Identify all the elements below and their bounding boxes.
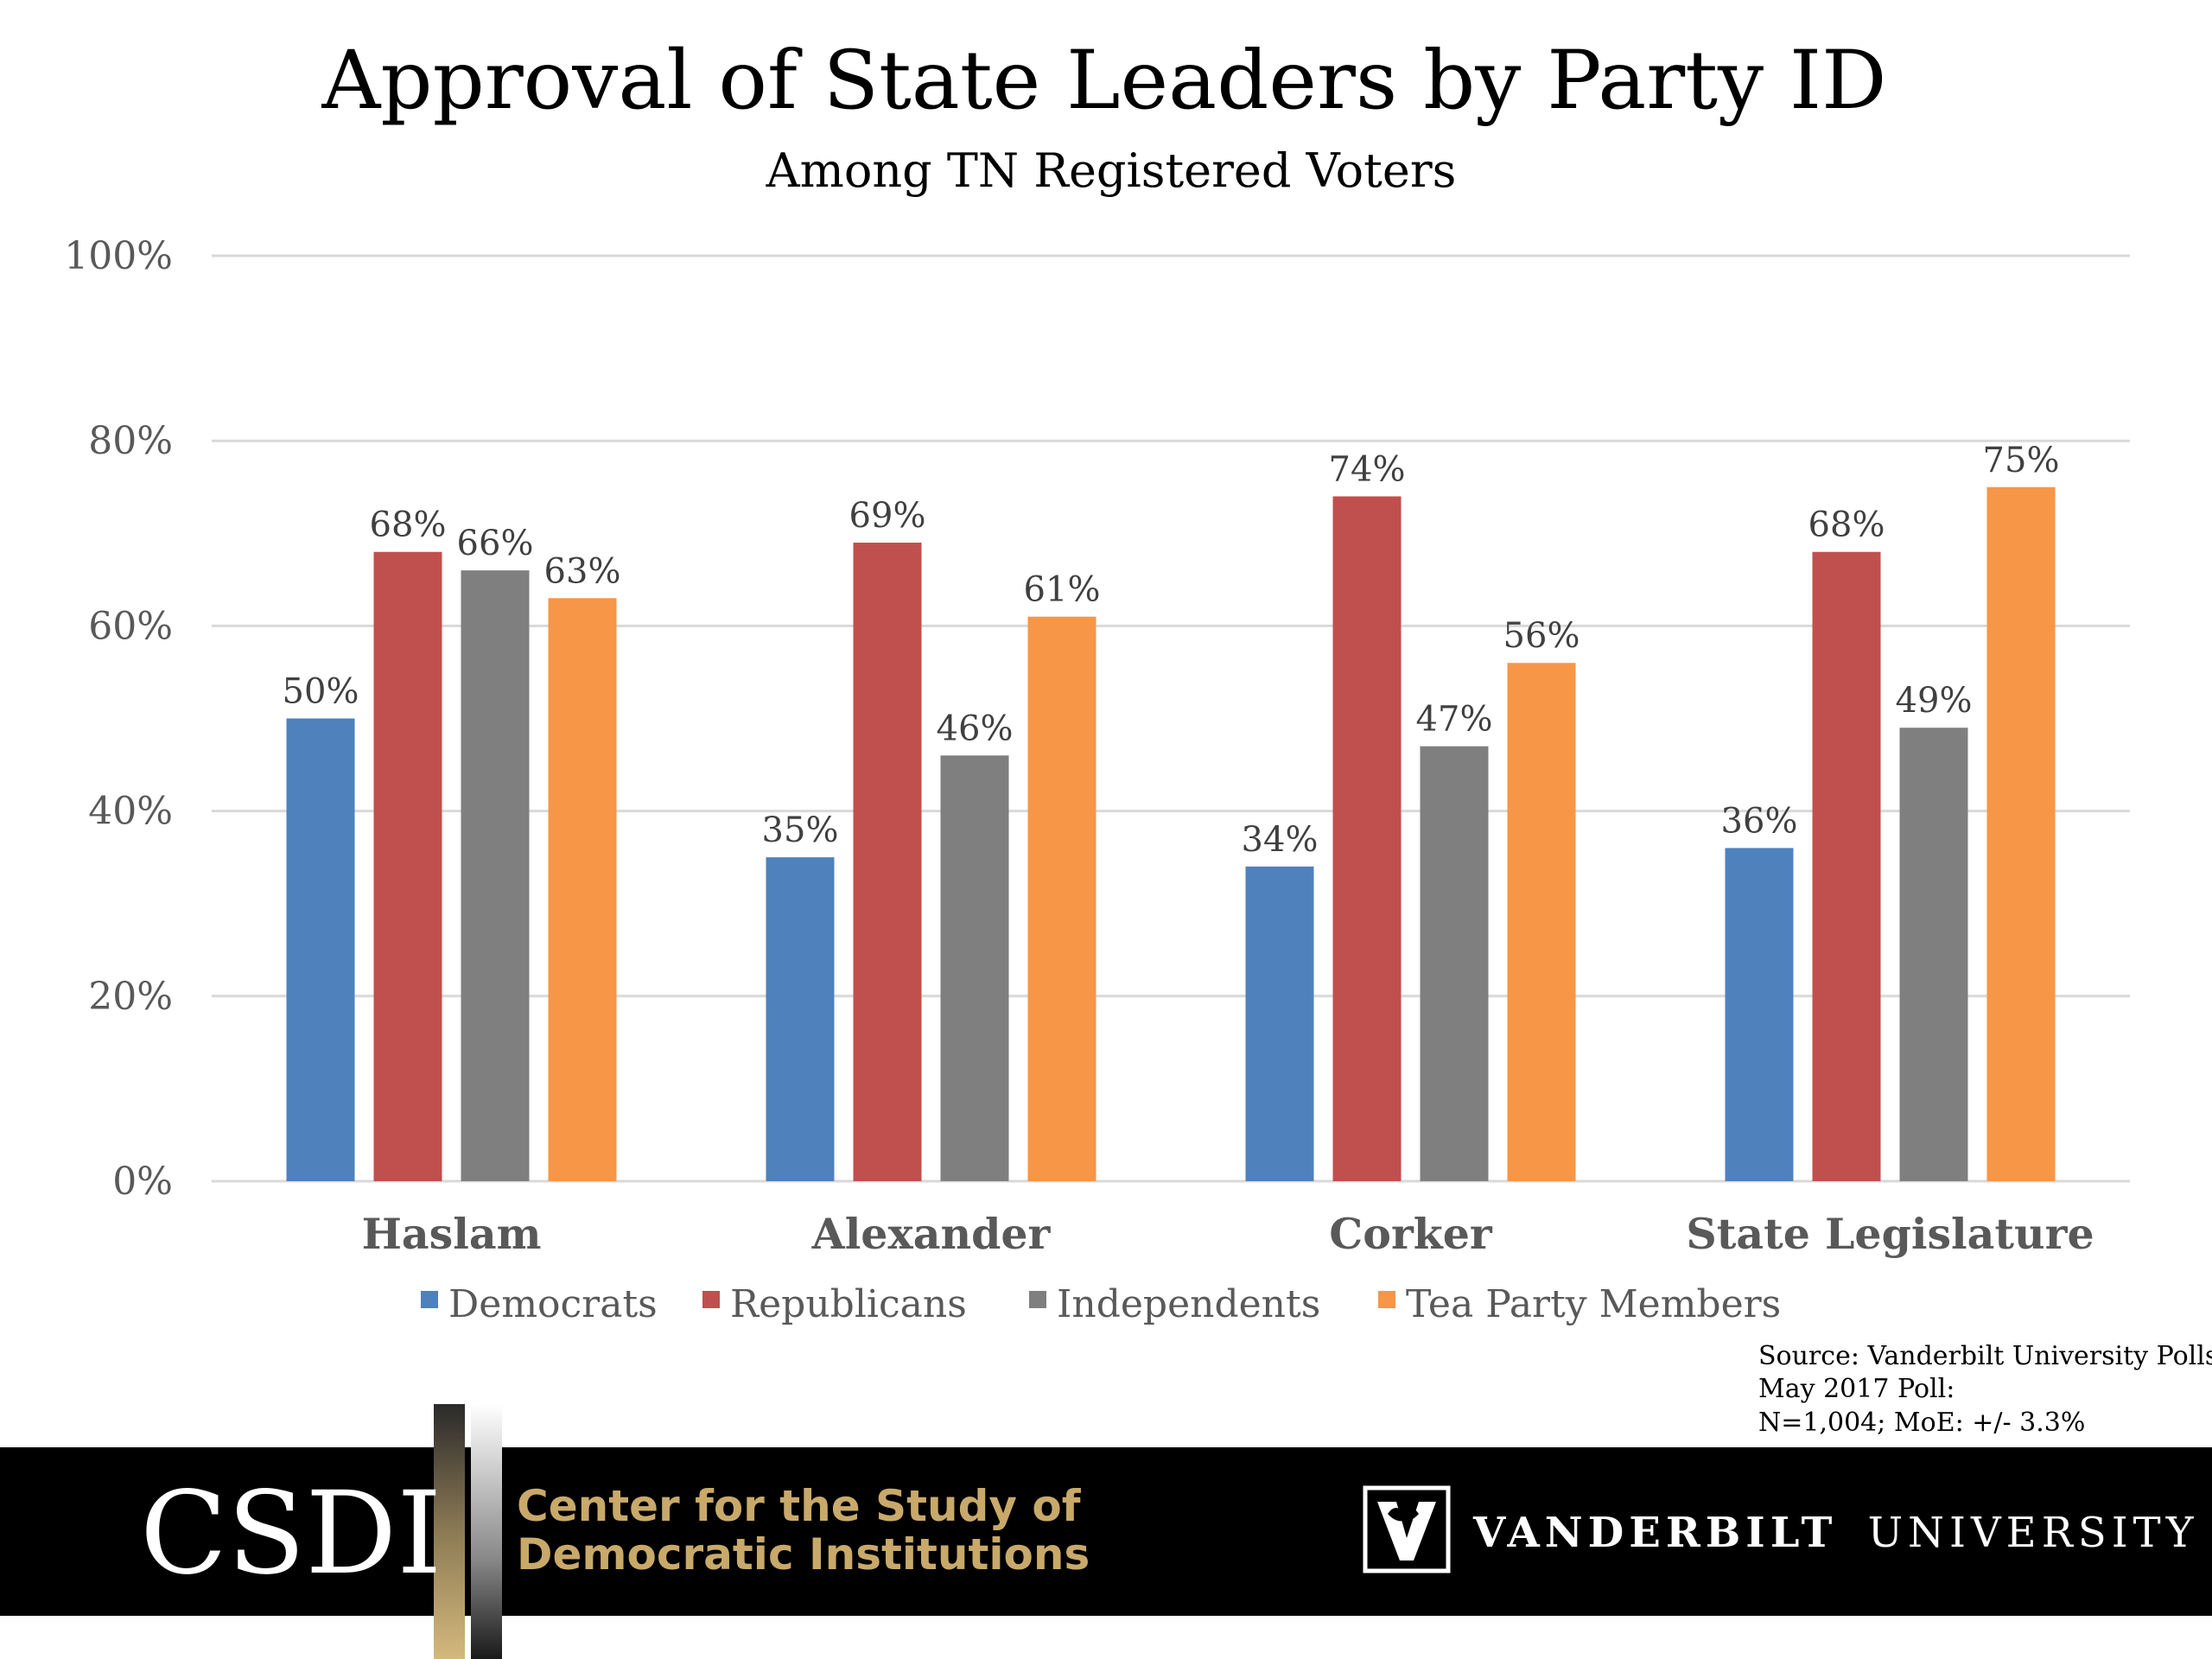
csdi-gold-bar — [434, 1404, 465, 1659]
legend-swatch — [1378, 1291, 1395, 1308]
center-name-line-1: Center for the Study of — [517, 1481, 1082, 1531]
bar — [1420, 746, 1489, 1181]
legend-label: Democrats — [448, 1282, 658, 1326]
csdi-logo-text: CSDI — [140, 1467, 442, 1600]
legend-swatch — [702, 1291, 720, 1308]
center-name-line-2: Democratic Institutions — [517, 1529, 1090, 1580]
data-label: 34% — [1242, 820, 1319, 860]
category-label: Alexander — [811, 1209, 1052, 1259]
source-line-1: Source: Vanderbilt University Polls — [1758, 1341, 2212, 1371]
data-label: 49% — [1896, 681, 1973, 721]
data-label: 47% — [1416, 700, 1493, 740]
data-label: 69% — [849, 496, 926, 536]
bars — [286, 486, 2056, 1181]
legend: Democrats Republicans Independents Tea Part… — [421, 1282, 1781, 1326]
data-label: 68% — [370, 505, 447, 545]
data-label: 50% — [283, 672, 359, 712]
bar — [1986, 486, 2056, 1181]
legend-swatch — [421, 1291, 438, 1308]
data-label: 66% — [457, 524, 534, 563]
bar — [940, 755, 1009, 1181]
footer-band — [0, 1447, 2212, 1616]
bar — [286, 718, 355, 1181]
y-tick-label: 100% — [64, 234, 173, 278]
bar — [1245, 866, 1314, 1181]
y-axis-ticks: 0% 20% 40% 60% 80% 100% — [64, 234, 173, 1204]
bar — [461, 570, 530, 1181]
category-label: Haslam — [362, 1209, 542, 1259]
y-tick-label: 60% — [88, 604, 173, 648]
legend-label: Republicans — [730, 1282, 967, 1326]
data-label: 68% — [1808, 505, 1885, 545]
bar — [1812, 551, 1881, 1181]
vanderbilt-wordmark: VANDERBILT UNIVERSITY — [1472, 1509, 2198, 1557]
bar — [853, 543, 922, 1181]
bar — [1725, 848, 1794, 1181]
y-tick-label: 0% — [112, 1160, 173, 1204]
data-label: 61% — [1024, 570, 1101, 610]
gridlines — [212, 254, 2130, 1183]
data-label: 74% — [1329, 449, 1406, 489]
data-label: 56% — [1503, 616, 1580, 656]
legend-label: Tea Party Members — [1406, 1282, 1781, 1326]
csdi-silver-bar — [471, 1404, 502, 1659]
chart-subtitle: Among TN Registered Voters — [766, 143, 1457, 198]
university-word: UNIVERSITY — [1868, 1509, 2199, 1557]
category-label: Corker — [1329, 1209, 1493, 1259]
bar — [1332, 496, 1402, 1181]
legend-label: Independents — [1057, 1282, 1320, 1326]
y-tick-label: 20% — [88, 975, 173, 1019]
data-label: 36% — [1721, 801, 1798, 841]
bar — [766, 857, 835, 1181]
source-line-2: May 2017 Poll: — [1758, 1374, 1955, 1404]
chart-title: Approval of State Leaders by Party ID — [321, 34, 1887, 128]
bar — [1027, 616, 1096, 1181]
data-labels: 50% 68% 66% 63% 35% 69% 46% 61% 34% 74% 47% 56% 36% 6… — [283, 441, 2060, 860]
bar — [373, 551, 442, 1181]
category-labels: Haslam Alexander Corker State Legislature — [362, 1209, 2094, 1259]
data-label: 75% — [1983, 441, 2060, 480]
data-label: 63% — [544, 551, 621, 591]
legend-swatch — [1029, 1291, 1046, 1308]
vanderbilt-word: VANDERBILT — [1472, 1509, 1837, 1557]
y-tick-label: 80% — [88, 419, 173, 463]
bar — [1507, 663, 1576, 1181]
source-line-3: N=1,004; MoE: +/- 3.3% — [1758, 1408, 2085, 1438]
data-label: 46% — [937, 709, 1014, 748]
data-label: 35% — [762, 810, 839, 850]
bar — [548, 598, 617, 1181]
y-tick-label: 40% — [88, 790, 173, 834]
category-label: State Legislature — [1686, 1209, 2094, 1259]
vanderbilt-shield-icon — [1363, 1485, 1451, 1573]
bar — [1899, 728, 1968, 1181]
